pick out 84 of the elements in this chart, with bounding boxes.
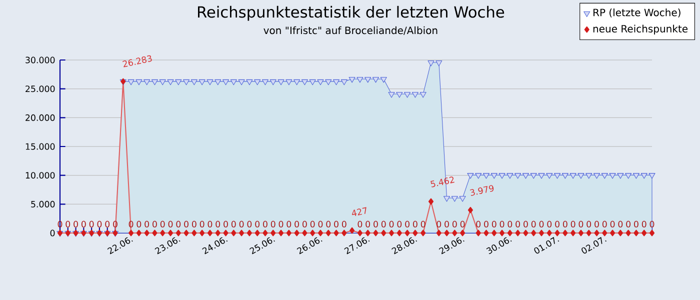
data-label: 0: [176, 220, 181, 228]
data-label: 0: [594, 220, 599, 228]
data-label: 0: [547, 220, 552, 228]
chart-subtitle: von "Ifristc" auf Broceliande/Albion: [264, 26, 438, 35]
data-label: 0: [413, 220, 418, 228]
y-tick-label: 20.000: [26, 114, 55, 121]
data-label: 0: [192, 220, 196, 228]
data-label: 0: [89, 220, 94, 228]
data-label: 0: [239, 220, 244, 228]
data-label: 0: [642, 220, 646, 228]
data-label: 0: [610, 220, 615, 228]
data-label: 0: [476, 220, 481, 228]
y-tick-label: 5.000: [31, 200, 55, 208]
data-label: 0: [420, 220, 426, 228]
data-label: 0: [294, 220, 299, 228]
data-label: 0: [484, 220, 488, 228]
data-label: 5.462: [430, 176, 454, 188]
data-label: 0: [555, 220, 560, 228]
data-label: 0: [81, 220, 86, 228]
data-label: 0: [586, 220, 592, 228]
data-label: 0: [74, 220, 78, 228]
data-label: 0: [136, 220, 142, 228]
data-label: 0: [381, 220, 386, 228]
data-label: 0: [602, 220, 607, 228]
data-label: 0: [216, 220, 220, 228]
data-label: 0: [231, 220, 236, 228]
data-label: 0: [366, 220, 370, 228]
data-label: 0: [286, 220, 292, 228]
y-tick-label: 15.000: [26, 143, 55, 150]
data-label: 0: [334, 220, 338, 228]
data-label: 0: [460, 220, 465, 228]
data-label: 0: [168, 220, 173, 228]
data-label: 0: [97, 220, 102, 228]
data-label: 0: [255, 220, 260, 228]
legend-label: RP (letzte Woche): [594, 8, 680, 18]
data-label: 0: [452, 220, 457, 228]
data-label: 0: [342, 220, 346, 228]
data-label: 0: [650, 220, 654, 228]
data-label: 0: [578, 220, 584, 228]
data-label: 0: [263, 220, 268, 228]
data-label: 0: [318, 220, 323, 228]
legend-label: neue Reichspunkte: [593, 24, 688, 34]
data-label: 0: [539, 220, 544, 228]
y-tick-label: 10.000: [26, 172, 55, 179]
data-label: 0: [531, 220, 536, 228]
data-label: 0: [374, 220, 378, 228]
data-label: 0: [326, 220, 331, 228]
data-label: 0: [508, 220, 512, 228]
data-label: 0: [570, 220, 576, 228]
chart-title: Reichspunktestatistik der letzten Woche: [198, 6, 504, 21]
data-label: 0: [66, 220, 70, 228]
data-label: 3.979: [470, 185, 494, 196]
data-label: 0: [436, 220, 442, 228]
data-label: 0: [444, 220, 449, 228]
data-label: 0: [184, 220, 188, 228]
data-label: 427: [352, 207, 366, 216]
data-label: 0: [247, 220, 252, 228]
data-label: 0: [516, 220, 520, 228]
data-label: 0: [160, 220, 165, 228]
data-label: 0: [492, 220, 496, 228]
data-label: 0: [397, 220, 402, 228]
data-label: 0: [389, 220, 394, 228]
data-label: 0: [405, 220, 410, 228]
data-label: 0: [310, 220, 315, 228]
data-label: 0: [634, 220, 638, 228]
data-label: 0: [302, 220, 307, 228]
data-label: 0: [224, 220, 228, 228]
data-label: 0: [270, 220, 276, 228]
y-tick-label: 25.000: [26, 86, 55, 92]
data-label: 0: [105, 220, 110, 228]
data-label: 0: [618, 220, 623, 228]
data-label: 26.283: [122, 55, 152, 68]
data-label: 0: [358, 220, 362, 228]
y-tick-label: 0: [50, 230, 55, 236]
data-label: 0: [626, 220, 630, 228]
data-label: 0: [152, 220, 157, 228]
data-label: 0: [524, 220, 528, 228]
data-label: 0: [208, 220, 212, 228]
data-label: 0: [200, 220, 204, 228]
data-label: 0: [562, 220, 568, 228]
data-label: 0: [278, 220, 284, 228]
data-label: 0: [144, 220, 150, 228]
data-label: 0: [500, 220, 504, 228]
y-tick-label: 30.000: [26, 56, 55, 64]
